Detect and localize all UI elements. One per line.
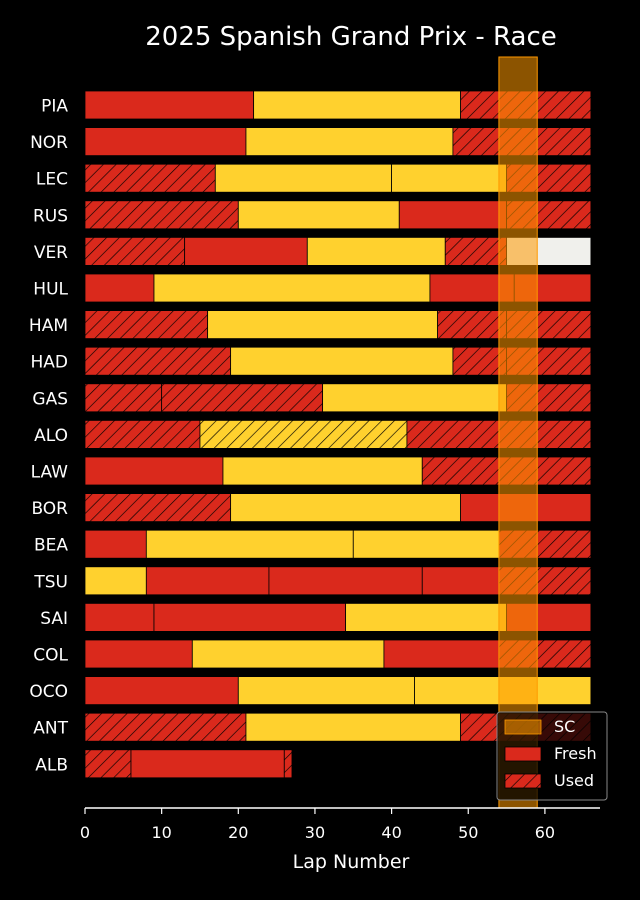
stint-hatch-rus-1 [85,200,239,229]
driver-label-nor: NOR [30,133,68,153]
stint-hatch-bor-1 [85,493,231,522]
stint-hatch-gas-2 [161,383,323,412]
stint-bar-tsu-2 [145,566,270,596]
driver-label-gas: GAS [32,389,68,409]
stint-bar-tsu-4 [421,566,500,596]
stint-bar-pia-1 [84,90,255,120]
driver-label-ham: HAM [29,316,68,336]
x-tick-label-0: 0 [80,823,90,842]
stint-bar-ver-2 [184,236,308,266]
stint-hatch-lec-1 [85,164,216,193]
driver-label-lec: LEC [36,170,68,190]
legend-label-used: Used [554,771,594,790]
stint-hatch-gas-1 [85,383,162,412]
stint-bar-tsu-1 [84,566,147,596]
x-tick-label-40: 40 [381,823,401,842]
stint-bar-ham-2 [207,310,438,340]
stint-bar-sai-1 [84,603,155,632]
stint-bar-sai-3 [345,603,507,632]
driver-label-bea: BEA [34,536,68,556]
stint-bar-bea-3 [352,529,500,559]
stint-bar-ver-3 [306,236,446,266]
chart-title: 2025 Spanish Grand Prix - Race [145,22,557,52]
x-axis-ticks: 0 10 20 30 40 50 60 [80,808,555,842]
stint-hatch-alb-3 [284,749,292,778]
bars-layer [84,90,592,779]
x-tick-label-60: 60 [535,823,555,842]
driver-label-alb: ALB [35,755,68,775]
driver-label-sai: SAI [40,609,68,629]
stint-bar-nor-2 [245,127,454,156]
stint-bar-rus-2 [237,200,400,230]
stint-bar-hul-1 [84,273,155,303]
driver-label-tsu: TSU [33,572,68,592]
stint-bar-gas-3 [322,383,507,413]
x-tick-label-10: 10 [151,823,171,842]
stint-bar-alb-2 [130,749,285,779]
stint-hatch-had-1 [85,347,231,376]
driver-label-had: HAD [30,353,68,373]
driver-label-oco: OCO [29,682,68,702]
legend-swatch-sc [504,719,542,735]
stint-bar-had-2 [230,346,454,376]
stint-bar-oco-2 [237,676,415,705]
stint-bar-law-2 [222,456,423,486]
stint-bar-rus-3 [398,200,507,230]
legend-swatch-hatch-used [505,774,541,788]
stint-hatch-ver-1 [85,237,185,266]
driver-label-ant: ANT [33,719,68,739]
x-tick-label-30: 30 [305,823,325,842]
stint-bar-bor-2 [230,493,461,523]
driver-label-bor: BOR [31,499,68,519]
driver-label-rus: RUS [33,206,68,226]
stint-bar-nor-1 [84,127,247,156]
stint-bar-col-3 [383,639,500,669]
stint-bar-ant-2 [245,712,461,742]
stint-bar-lec-3 [391,163,507,193]
stint-hatch-ver-4 [445,237,507,266]
legend: SC Fresh Used [496,711,608,801]
driver-label-law: LAW [31,463,69,483]
stint-bar-bea-2 [145,529,354,559]
legend-label-sc: SC [554,717,575,736]
legend-swatch-fresh [504,746,542,762]
stint-bar-bea-1 [84,529,147,559]
stint-bar-col-2 [191,639,385,669]
stint-hatch-ham-1 [85,310,208,339]
safety-car-band [498,56,538,809]
stint-hatch-alo-2 [199,420,407,449]
stint-bar-col-1 [84,639,193,669]
stint-bar-oco-1 [84,676,239,705]
stint-hatch-ant-1 [85,713,246,742]
stint-hatch-alb-1 [85,749,131,778]
driver-label-col: COL [33,646,68,666]
driver-labels: PIA NOR LEC RUS VER HUL HAM HAD GAS ALO LAW BOR BEA T… [29,97,69,776]
x-tick-label-50: 50 [458,823,478,842]
stint-hatch-had-3 [452,347,507,376]
stint-bar-law-1 [84,456,224,486]
stint-bar-hul-2 [153,273,431,303]
driver-label-alo: ALO [34,426,68,446]
stint-bar-tsu-3 [268,566,423,596]
driver-label-hul: HUL [33,280,68,300]
stint-bar-sai-2 [153,603,347,632]
driver-label-pia: PIA [41,97,68,117]
x-tick-label-20: 20 [228,823,248,842]
driver-label-ver: VER [34,243,68,263]
x-axis-label: Lap Number [293,851,410,873]
stint-hatch-ham-3 [437,310,507,339]
stint-bar-pia-2 [253,90,461,120]
stint-hatch-alo-1 [85,420,200,449]
stint-bar-lec-2 [214,163,392,193]
legend-label-fresh: Fresh [554,744,597,763]
